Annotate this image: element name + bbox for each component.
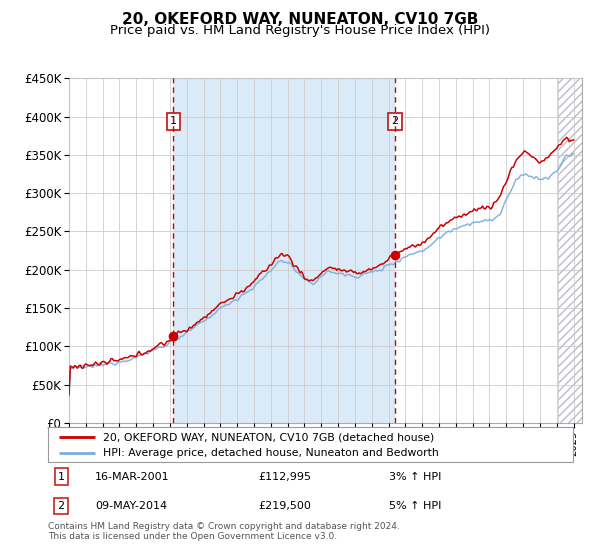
Bar: [558, 78, 582, 423]
Text: 1: 1: [58, 472, 65, 482]
Text: £112,995: £112,995: [258, 472, 311, 482]
Text: 20, OKEFORD WAY, NUNEATON, CV10 7GB (detached house): 20, OKEFORD WAY, NUNEATON, CV10 7GB (det…: [103, 432, 434, 442]
Text: Price paid vs. HM Land Registry's House Price Index (HPI): Price paid vs. HM Land Registry's House …: [110, 24, 490, 36]
Bar: [173, 78, 395, 423]
Text: 5% ↑ HPI: 5% ↑ HPI: [389, 501, 442, 511]
Bar: [558, 78, 582, 423]
Text: 2: 2: [58, 501, 65, 511]
Text: 16-MAR-2001: 16-MAR-2001: [95, 472, 170, 482]
Text: 20, OKEFORD WAY, NUNEATON, CV10 7GB: 20, OKEFORD WAY, NUNEATON, CV10 7GB: [122, 12, 478, 27]
Text: HPI: Average price, detached house, Nuneaton and Bedworth: HPI: Average price, detached house, Nune…: [103, 449, 439, 458]
Text: 09-MAY-2014: 09-MAY-2014: [95, 501, 167, 511]
Text: Contains HM Land Registry data © Crown copyright and database right 2024.
This d: Contains HM Land Registry data © Crown c…: [48, 522, 400, 542]
Text: 1: 1: [170, 116, 177, 127]
Text: 2: 2: [391, 116, 398, 127]
Text: £219,500: £219,500: [258, 501, 311, 511]
Text: 3% ↑ HPI: 3% ↑ HPI: [389, 472, 442, 482]
